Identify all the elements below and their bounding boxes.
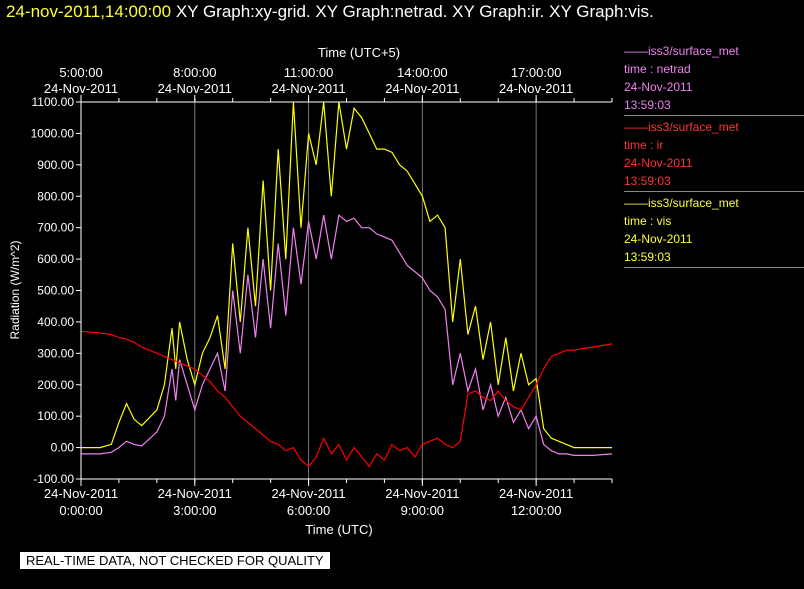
legend-date: 24-Nov-2011 — [624, 232, 693, 246]
legend-date: 24-Nov-2011 — [624, 80, 693, 94]
legend: ——iss3/surface_met time : netrad 24-Nov-… — [624, 42, 804, 270]
page-header: 24-nov-2011,14:00:00 XY Graph:xy-grid. X… — [6, 2, 654, 22]
series-line-vis — [81, 101, 612, 449]
y-tick-label: 900.00 — [37, 158, 74, 172]
x-tick-date: 24-Nov-2011 — [385, 486, 459, 501]
x-tick-date: 24-Nov-2011 — [158, 486, 232, 501]
x2-tick-date: 24-Nov-2011 — [499, 81, 573, 96]
series-line-ir — [80, 330, 613, 468]
legend-source: ——iss3/surface_met — [624, 120, 739, 134]
y-tick-label: 400.00 — [37, 315, 74, 329]
legend-label: time : netrad — [624, 62, 691, 76]
y-tick-label: 800.00 — [37, 189, 74, 203]
x2-tick-date: 24-Nov-2011 — [158, 81, 232, 96]
header-title-xy-grid: XY Graph:xy-grid. — [175, 2, 311, 21]
x2-tick-time: 11:00:00 — [284, 65, 334, 80]
header-title-ir: XY Graph:ir. — [452, 2, 545, 21]
y-tick-label: 100.00 — [37, 409, 74, 423]
y-tick-label: 700.00 — [37, 221, 74, 235]
x-tick-time: 0:00:00 — [59, 503, 102, 518]
legend-entry-vis: ——iss3/surface_met time : vis 24-Nov-201… — [624, 194, 804, 268]
header-title-netrad: XY Graph:netrad. — [315, 2, 448, 21]
header-title-vis: XY Graph:vis. — [549, 2, 654, 21]
legend-time: 13:59:03 — [624, 250, 671, 264]
x-tick-date: 24-Nov-2011 — [271, 486, 345, 501]
legend-label: time : ir — [624, 138, 664, 152]
header-timestamp: 24-nov-2011,14:00:00 — [6, 2, 172, 21]
x2-tick-date: 24-Nov-2011 — [44, 81, 118, 96]
legend-source: ——iss3/surface_met — [624, 44, 739, 58]
y-tick-label: -100.00 — [33, 472, 74, 486]
y-tick-label: 600.00 — [37, 252, 74, 266]
axis-layer: -100.00 0.00 100.00 200.00 300.00 400.00 500.0… — [31, 65, 613, 518]
y-tick-label: 0.00 — [51, 441, 75, 455]
x2-axis-label: Time (UTC+5) — [318, 45, 400, 60]
legend-time: 13:59:03 — [624, 98, 671, 112]
series-line-netrad — [81, 213, 613, 456]
y-tick-label: 1000.00 — [31, 126, 75, 140]
x2-tick-time: 5:00:00 — [59, 65, 102, 80]
y-tick-label: 1100.00 — [32, 95, 75, 109]
legend-entry-ir: ——iss3/surface_met time : ir 24-Nov-2011… — [624, 118, 804, 192]
x2-tick-time: 8:00:00 — [173, 65, 216, 80]
x-tick-date: 24-Nov-2011 — [499, 486, 573, 501]
x-tick-date: 24-Nov-2011 — [44, 486, 118, 501]
legend-time: 13:59:03 — [624, 174, 671, 188]
series-layer — [80, 101, 613, 468]
x2-tick-date: 24-Nov-2011 — [271, 81, 345, 96]
grid-layer — [80, 102, 537, 479]
y-axis-label: Radiation (W/m^2) — [8, 241, 22, 340]
quality-notice: REAL-TIME DATA, NOT CHECKED FOR QUALITY — [20, 552, 330, 569]
x-axis-label: Time (UTC) — [305, 522, 372, 537]
legend-source: ——iss3/surface_met — [624, 196, 739, 210]
y-tick-label: 500.00 — [37, 284, 74, 298]
legend-entry-netrad: ——iss3/surface_met time : netrad 24-Nov-… — [624, 42, 804, 116]
x-tick-time: 9:00:00 — [401, 503, 444, 518]
x2-tick-time: 17:00:00 — [511, 65, 562, 80]
legend-date: 24-Nov-2011 — [624, 156, 693, 170]
legend-label: time : vis — [624, 214, 672, 228]
x-tick-time: 12:00:00 — [511, 503, 562, 518]
x2-tick-date: 24-Nov-2011 — [385, 81, 459, 96]
x-tick-time: 6:00:00 — [287, 503, 330, 518]
x-tick-time: 3:00:00 — [173, 503, 216, 518]
y-tick-label: 300.00 — [37, 346, 74, 360]
y-tick-label: 200.00 — [37, 378, 74, 392]
x2-tick-time: 14:00:00 — [397, 65, 448, 80]
